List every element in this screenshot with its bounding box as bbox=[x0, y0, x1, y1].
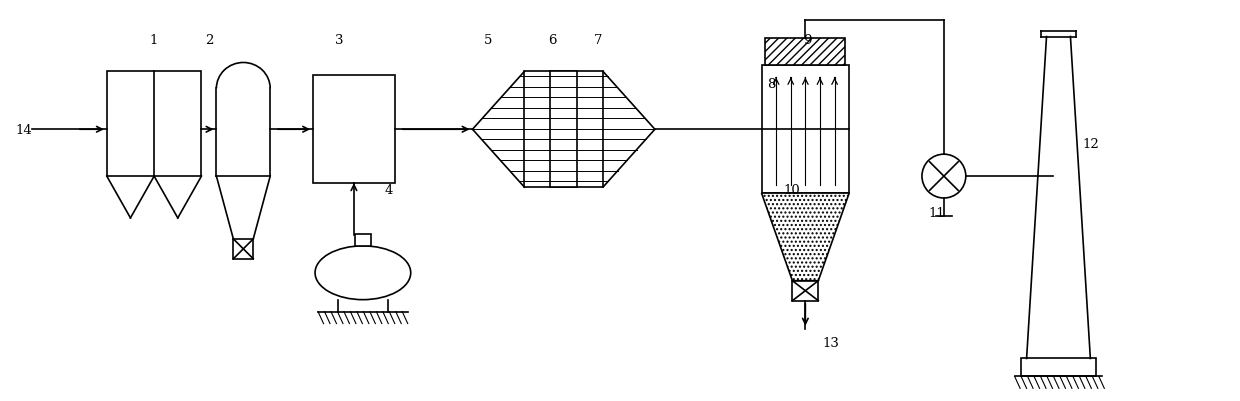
Text: 13: 13 bbox=[823, 336, 839, 349]
Text: 10: 10 bbox=[782, 183, 800, 196]
Ellipse shape bbox=[315, 246, 410, 300]
Text: 6: 6 bbox=[548, 34, 557, 47]
Circle shape bbox=[923, 155, 966, 198]
Bar bbox=[761, 66, 849, 194]
Bar bbox=[525, 72, 603, 188]
Bar bbox=[355, 234, 371, 246]
Text: 14: 14 bbox=[16, 124, 32, 136]
Text: 12: 12 bbox=[1083, 138, 1099, 150]
Bar bbox=[549, 72, 578, 188]
Text: 3: 3 bbox=[335, 34, 343, 47]
Bar bbox=[233, 239, 253, 259]
Bar bbox=[312, 76, 394, 184]
Bar bbox=[765, 38, 846, 66]
Bar bbox=[107, 72, 201, 177]
Bar bbox=[792, 281, 818, 301]
Polygon shape bbox=[761, 194, 849, 281]
Text: 4: 4 bbox=[384, 183, 393, 196]
Text: 1: 1 bbox=[150, 34, 157, 47]
Text: 9: 9 bbox=[804, 34, 812, 47]
Text: 2: 2 bbox=[206, 34, 213, 47]
Bar bbox=[1021, 358, 1096, 377]
Text: 11: 11 bbox=[929, 207, 945, 220]
Text: 5: 5 bbox=[485, 34, 492, 47]
Text: 8: 8 bbox=[768, 78, 776, 91]
Text: 7: 7 bbox=[594, 34, 603, 47]
